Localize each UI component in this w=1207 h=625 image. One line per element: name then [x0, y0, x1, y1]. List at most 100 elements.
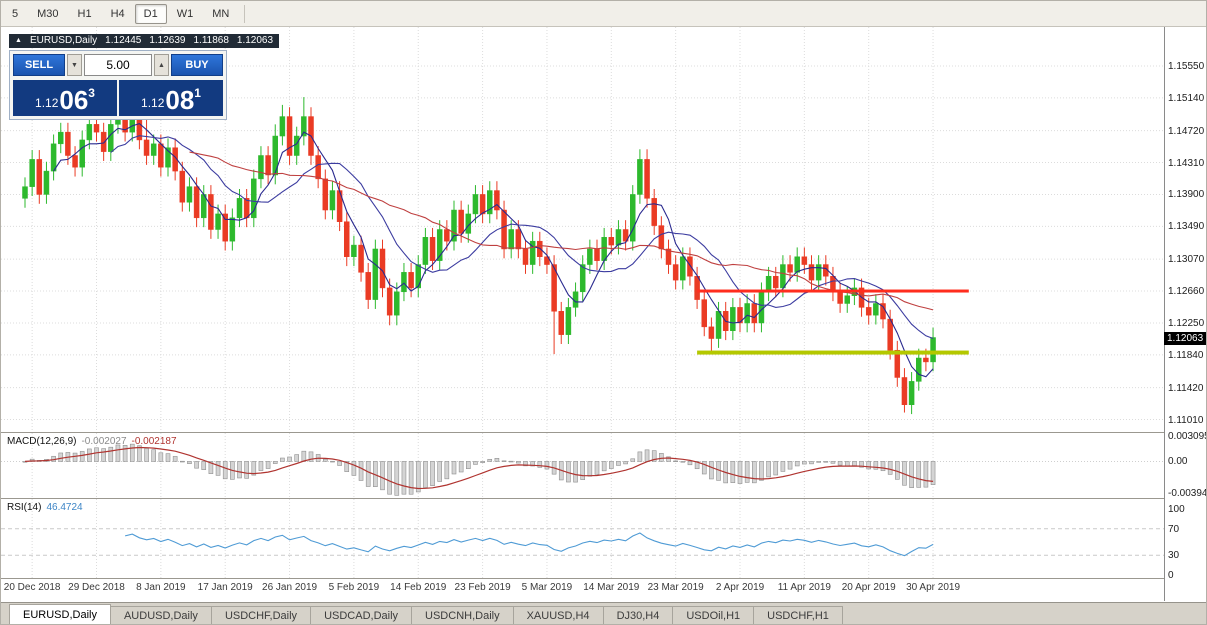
time-axis[interactable]: 20 Dec 2018 29 Dec 2018 8 Jan 2019 17 Jan 2… — [1, 580, 1165, 600]
rsi-tick-label: 30 — [1168, 550, 1180, 562]
candle — [873, 294, 879, 325]
chart-tab-usdchf-daily[interactable]: USDCHF,Daily — [210, 606, 312, 624]
price-tick-label: 1.11840 — [1168, 349, 1204, 361]
rsi-tick-label: 100 — [1168, 504, 1185, 515]
candle — [100, 122, 107, 161]
candle — [22, 177, 28, 208]
price-axis[interactable]: 1.15550 1.15140 1.14720 1.14310 1.13900 1.134… — [1164, 27, 1207, 601]
candle — [444, 220, 450, 251]
candle — [830, 266, 836, 302]
timeframe-button-d1[interactable]: D1 — [134, 3, 167, 24]
candle — [372, 239, 379, 309]
candle — [422, 227, 429, 274]
panel-divider[interactable] — [1, 498, 1206, 499]
candle — [765, 266, 772, 302]
candle — [715, 301, 722, 348]
panel-divider[interactable] — [1, 578, 1206, 579]
candle — [537, 231, 543, 267]
candle — [579, 255, 586, 302]
sell-price-display[interactable]: 1.12 06 3 — [13, 80, 117, 116]
date-label: 14 Feb 2019 — [390, 582, 447, 593]
candle — [708, 317, 715, 355]
collapse-icon[interactable]: ▲ — [15, 37, 22, 44]
chart-tab-dj30-h4[interactable]: DJ30,H4 — [602, 606, 674, 624]
candle — [558, 301, 564, 344]
chart-tab-eurusd-daily[interactable]: EURUSD,Daily — [9, 604, 111, 624]
price-tick-label: 1.11420 — [1168, 382, 1204, 394]
candle — [43, 161, 50, 204]
panel-divider[interactable] — [1, 432, 1206, 433]
volume-input[interactable] — [84, 54, 152, 76]
candle — [630, 185, 636, 251]
candle — [429, 227, 436, 270]
ma-line — [189, 151, 934, 311]
candle — [508, 220, 514, 259]
candle — [901, 368, 908, 413]
candle — [737, 298, 743, 333]
timeframe-button-h1[interactable]: H1 — [69, 4, 101, 24]
candle — [908, 372, 915, 415]
price-tick-label: 1.14720 — [1168, 125, 1205, 137]
timeframe-button-h4[interactable]: H4 — [102, 4, 134, 24]
date-label: 11 Apr 2019 — [777, 582, 831, 593]
candle — [522, 239, 529, 274]
chart-tab-usdoil-h1[interactable]: USDOil,H1 — [672, 606, 755, 624]
candle — [701, 290, 707, 337]
chart-tab-usdcad-daily[interactable]: USDCAD,Daily — [310, 606, 413, 624]
macd-signal-value: -0.002187 — [131, 436, 177, 447]
rsi-name: RSI(14) — [7, 502, 42, 513]
candle — [672, 255, 679, 290]
candle — [415, 255, 421, 298]
buy-button[interactable]: BUY — [171, 54, 223, 76]
buy-price-big-digits: 08 — [165, 85, 195, 115]
macd-tick-label: -0.00394 — [1168, 488, 1207, 500]
candle — [880, 294, 886, 329]
price-chart-panel[interactable] — [1, 27, 1165, 432]
candle — [186, 177, 193, 212]
candle — [329, 181, 336, 220]
buy-price-prefix: 1.12 — [141, 96, 165, 110]
rsi-tick-label: 70 — [1168, 523, 1180, 535]
timeframe-button-5[interactable]: 5 — [3, 4, 27, 24]
candle — [837, 282, 843, 313]
timeframe-button-m30[interactable]: M30 — [28, 4, 67, 24]
rsi-indicator-panel[interactable] — [1, 499, 1165, 578]
volume-increase-button[interactable]: ▲ — [154, 54, 169, 76]
horizontal-line[interactable] — [697, 350, 969, 355]
chart-tab-audusd-daily[interactable]: AUDUSD,Daily — [109, 606, 212, 624]
sell-price-prefix: 1.12 — [35, 96, 59, 110]
rsi-value: 46.4724 — [46, 502, 83, 513]
price-tick-label: 1.11010 — [1168, 414, 1204, 426]
chart-tab-usdcnh-daily[interactable]: USDCNH,Daily — [411, 606, 514, 624]
candle — [622, 220, 629, 251]
sell-price-pipette: 3 — [88, 86, 95, 100]
candle — [501, 200, 507, 259]
candle — [787, 255, 793, 282]
toolbar-divider — [244, 4, 246, 23]
horizontal-line[interactable] — [697, 289, 969, 293]
candle — [637, 149, 643, 204]
chart-tab-xauusd-h4[interactable]: XAUUSD,H4 — [512, 606, 604, 624]
candle — [408, 262, 414, 298]
timeframe-button-mn[interactable]: MN — [203, 4, 238, 24]
candle — [365, 262, 371, 309]
macd-indicator-panel[interactable] — [1, 433, 1165, 498]
candle — [472, 185, 479, 224]
macd-tick-label: 0.00 — [1168, 456, 1188, 468]
candle — [72, 146, 78, 177]
timeframe-button-w1[interactable]: W1 — [168, 4, 203, 24]
current-price-tag: 1.12063 — [1164, 331, 1206, 345]
sell-button[interactable]: SELL — [13, 54, 65, 76]
date-label: 30 Apr 2019 — [906, 582, 961, 593]
macd-name: MACD(12,26,9) — [7, 436, 77, 447]
chart-tab-usdchf-h1[interactable]: USDCHF,H1 — [753, 606, 843, 624]
candle — [322, 169, 329, 220]
rsi-tick-label: 0 — [1168, 570, 1174, 581]
candle — [551, 255, 557, 355]
buy-price-display[interactable]: 1.12 08 1 — [119, 80, 223, 116]
candle — [251, 169, 257, 228]
volume-decrease-button[interactable]: ▼ — [67, 54, 82, 76]
candle — [916, 348, 922, 391]
